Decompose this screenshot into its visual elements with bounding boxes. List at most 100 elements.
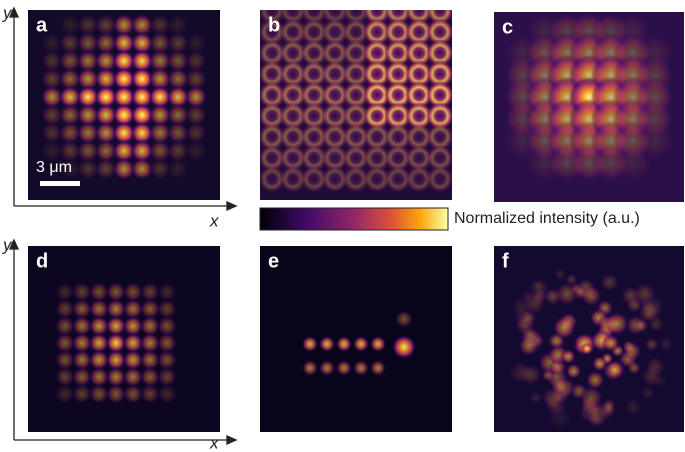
intensity-spot — [641, 386, 655, 400]
intensity-spot — [321, 81, 349, 109]
intensity-spot — [384, 60, 412, 88]
intensity-spot — [59, 14, 81, 36]
intensity-image — [494, 246, 684, 432]
intensity-spot — [260, 165, 286, 193]
intensity-spot — [131, 50, 153, 72]
intensity-spot — [405, 144, 433, 172]
intensity-spot — [405, 39, 433, 67]
intensity-spot — [553, 267, 567, 281]
intensity-spot — [260, 60, 286, 88]
intensity-spot — [123, 316, 143, 336]
intensity-spot — [113, 68, 135, 90]
arrow-head — [8, 6, 20, 18]
intensity-spot — [123, 333, 143, 353]
intensity-spot — [370, 336, 386, 352]
intensity-spot — [586, 403, 610, 428]
intensity-spot — [157, 350, 177, 370]
intensity-spot — [185, 32, 207, 54]
arrow-head — [226, 200, 238, 212]
intensity-spot — [113, 122, 135, 144]
intensity-spot — [644, 337, 660, 353]
intensity-spot — [72, 299, 92, 319]
intensity-image — [260, 246, 452, 432]
intensity-spot — [363, 102, 391, 130]
intensity-spot — [658, 336, 674, 352]
intensity-spot — [279, 39, 307, 67]
intensity-spot — [140, 384, 160, 404]
axis-label: y — [2, 235, 13, 254]
intensity-spot — [77, 140, 99, 162]
intensity-spot — [140, 299, 160, 319]
intensity-spot — [149, 104, 171, 126]
intensity-spot — [260, 39, 286, 67]
intensity-spot — [95, 158, 117, 180]
intensity-spot — [41, 86, 63, 108]
intensity-spot — [185, 50, 207, 72]
intensity-spot — [77, 32, 99, 54]
intensity-spot — [321, 144, 349, 172]
axis-label: x — [209, 433, 219, 452]
intensity-spot — [300, 60, 328, 88]
intensity-spot — [41, 140, 63, 162]
intensity-spot — [321, 102, 349, 130]
intensity-spot — [89, 316, 109, 336]
intensity-spot — [95, 32, 117, 54]
intensity-spot — [149, 122, 171, 144]
intensity-spot — [89, 367, 109, 387]
intensity-spot — [55, 350, 75, 370]
intensity-spot — [72, 384, 92, 404]
intensity-spot — [106, 350, 126, 370]
intensity-spot — [77, 104, 99, 126]
intensity-spot — [363, 39, 391, 67]
intensity-spot — [279, 60, 307, 88]
intensity-spot — [300, 81, 328, 109]
intensity-spot — [95, 122, 117, 144]
intensity-spot — [426, 123, 452, 151]
intensity-spot — [131, 122, 153, 144]
intensity-spot — [426, 39, 452, 67]
intensity-spot — [72, 350, 92, 370]
intensity-spot — [157, 299, 177, 319]
intensity-spot — [384, 18, 412, 46]
intensity-spot — [113, 86, 135, 108]
intensity-spot — [55, 333, 75, 353]
intensity-spot — [302, 360, 318, 376]
intensity-spot — [363, 81, 391, 109]
intensity-spot — [89, 350, 109, 370]
intensity-spot — [342, 18, 370, 46]
intensity-spot — [405, 123, 433, 151]
intensity-spot — [167, 68, 189, 90]
intensity-spot — [185, 68, 207, 90]
intensity-spot — [113, 50, 135, 72]
intensity-spot — [321, 165, 349, 193]
intensity-spot — [59, 104, 81, 126]
intensity-spot — [384, 102, 412, 130]
intensity-spot — [167, 50, 189, 72]
intensity-spot — [157, 367, 177, 387]
intensity-spot — [72, 282, 92, 302]
intensity-spot — [167, 158, 189, 180]
intensity-spot — [131, 140, 153, 162]
intensity-spot — [384, 123, 412, 151]
intensity-spot — [131, 32, 153, 54]
intensity-spot — [363, 144, 391, 172]
intensity-spot — [72, 367, 92, 387]
intensity-spot — [395, 310, 413, 328]
intensity-spot — [336, 360, 352, 376]
intensity-spot — [342, 165, 370, 193]
intensity-spot — [560, 349, 576, 364]
intensity-spot — [77, 50, 99, 72]
intensity-spot — [55, 299, 75, 319]
panel-label: b — [268, 14, 280, 36]
intensity-spot — [59, 122, 81, 144]
intensity-spot — [520, 289, 535, 304]
intensity-spot — [552, 316, 576, 340]
intensity-spot — [319, 360, 335, 376]
intensity-spot — [106, 333, 126, 353]
intensity-spot — [363, 123, 391, 151]
intensity-spot — [384, 81, 412, 109]
intensity-spot — [106, 299, 126, 319]
intensity-spot — [113, 158, 135, 180]
intensity-spot — [113, 32, 135, 54]
intensity-spot — [77, 14, 99, 36]
